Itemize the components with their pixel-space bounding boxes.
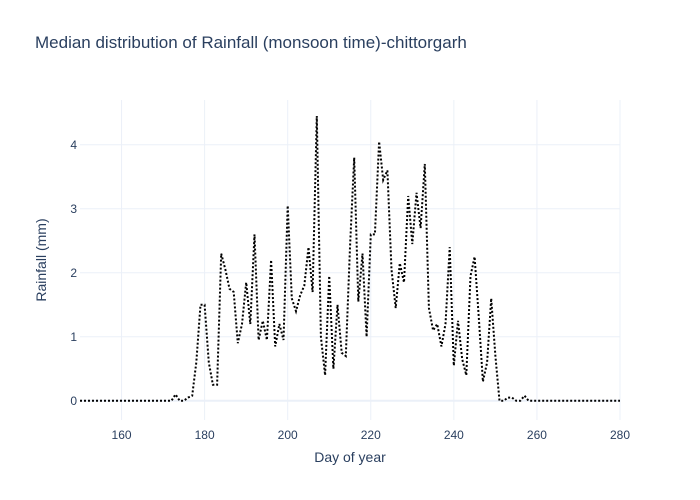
y-tick-label: 2 <box>70 266 77 280</box>
x-tick-label: 260 <box>527 428 547 442</box>
x-tick-label: 180 <box>195 428 215 442</box>
x-tick-label: 240 <box>444 428 464 442</box>
y-axis-title: Rainfall (mm) <box>33 218 49 301</box>
y-tick-label: 3 <box>70 202 77 216</box>
series-line <box>80 115 620 402</box>
y-tick-labels: 0 1 2 3 4 <box>70 138 77 408</box>
chart-title: Median distribution of Rainfall (monsoon… <box>35 33 467 52</box>
x-tick-label: 160 <box>112 428 132 442</box>
series-group <box>80 115 620 402</box>
y-tick-label: 1 <box>70 330 77 344</box>
y-tick-label: 4 <box>70 138 77 152</box>
x-tick-label: 200 <box>278 428 298 442</box>
x-axis-title: Day of year <box>314 449 386 465</box>
x-tick-label: 220 <box>361 428 381 442</box>
x-tick-labels: 160 180 200 220 240 260 280 <box>112 428 631 442</box>
x-tick-label: 280 <box>610 428 630 442</box>
y-tick-label: 0 <box>70 394 77 408</box>
